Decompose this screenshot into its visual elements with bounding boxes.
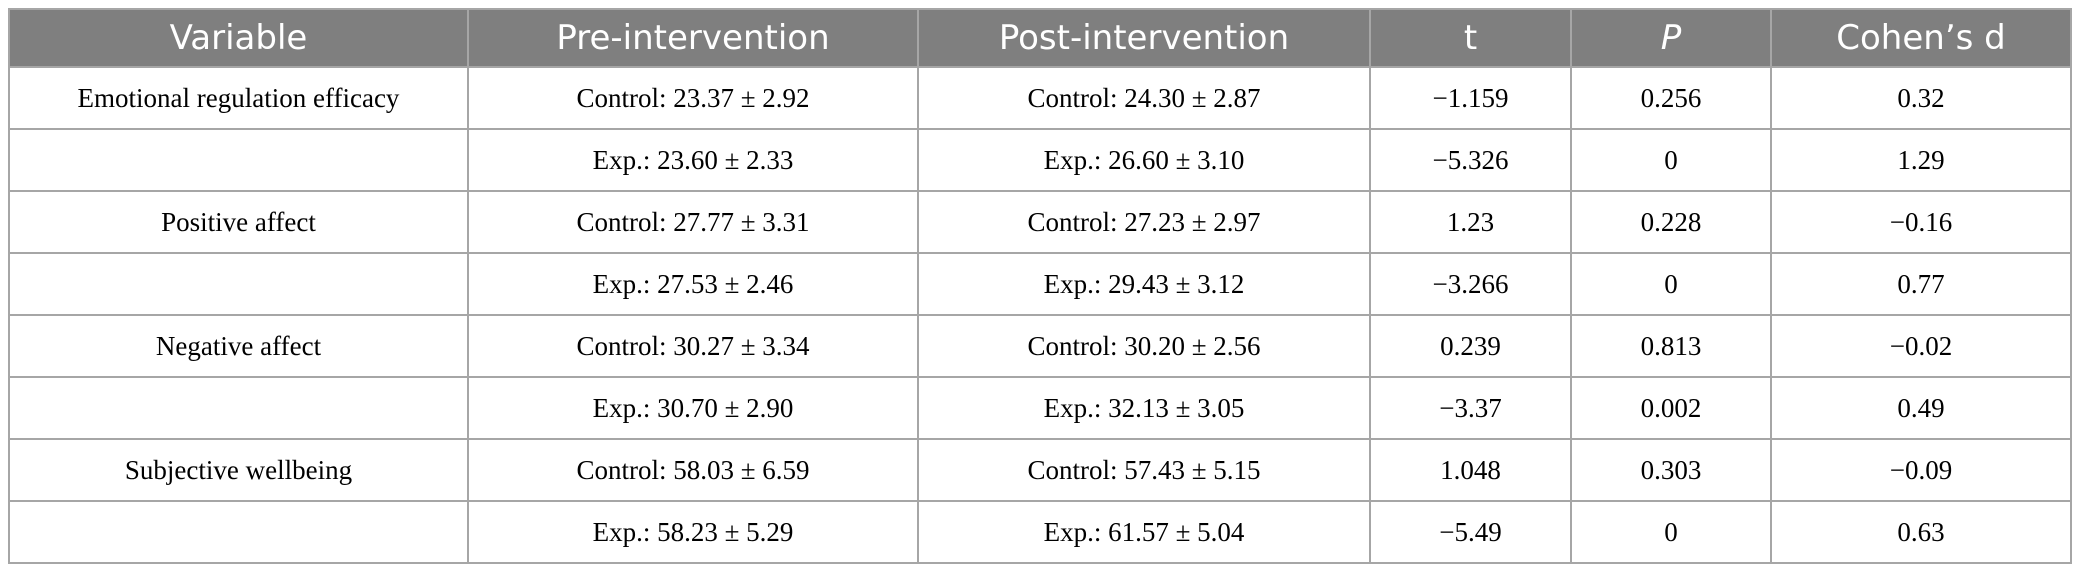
cell-t: −5.49 bbox=[1369, 500, 1572, 564]
cell-post: Exp.: 32.13 ± 3.05 bbox=[917, 376, 1371, 440]
cell-variable: Subjective wellbeing bbox=[8, 438, 469, 502]
cell-cohens-d: 0.77 bbox=[1770, 252, 2072, 316]
cell-cohens-d: −0.09 bbox=[1770, 438, 2072, 502]
header-t: t bbox=[1369, 8, 1572, 68]
table-header: Variable Pre-intervention Post-intervent… bbox=[8, 8, 2072, 68]
cell-cohens-d: 0.32 bbox=[1770, 66, 2072, 130]
cell-pre: Exp.: 23.60 ± 2.33 bbox=[467, 128, 919, 192]
header-pre-intervention: Pre-intervention bbox=[467, 8, 919, 68]
cell-pre: Control: 30.27 ± 3.34 bbox=[467, 314, 919, 378]
cell-pre: Exp.: 30.70 ± 2.90 bbox=[467, 376, 919, 440]
cell-t: 1.23 bbox=[1369, 190, 1572, 254]
cell-post: Control: 30.20 ± 2.56 bbox=[917, 314, 1371, 378]
cell-p: 0.813 bbox=[1570, 314, 1772, 378]
cell-p: 0 bbox=[1570, 252, 1772, 316]
cell-pre: Control: 27.77 ± 3.31 bbox=[467, 190, 919, 254]
cell-variable bbox=[8, 500, 469, 564]
cell-t: −5.326 bbox=[1369, 128, 1572, 192]
table-row: Positive affect Control: 27.77 ± 3.31 Co… bbox=[8, 190, 2072, 254]
table-row: Exp.: 58.23 ± 5.29 Exp.: 61.57 ± 5.04 −5… bbox=[8, 500, 2072, 564]
cell-cohens-d: 1.29 bbox=[1770, 128, 2072, 192]
cell-variable bbox=[8, 128, 469, 192]
cell-variable: Emotional regulation efficacy bbox=[8, 66, 469, 130]
header-cohens-d: Cohen’s d bbox=[1770, 8, 2072, 68]
cell-cohens-d: −0.16 bbox=[1770, 190, 2072, 254]
table-row: Exp.: 27.53 ± 2.46 Exp.: 29.43 ± 3.12 −3… bbox=[8, 252, 2072, 316]
cell-p: 0.002 bbox=[1570, 376, 1772, 440]
cell-post: Control: 57.43 ± 5.15 bbox=[917, 438, 1371, 502]
table-row: Emotional regulation efficacy Control: 2… bbox=[8, 66, 2072, 130]
cell-cohens-d: 0.49 bbox=[1770, 376, 2072, 440]
results-table-container: Variable Pre-intervention Post-intervent… bbox=[8, 8, 2072, 564]
cell-pre: Control: 23.37 ± 2.92 bbox=[467, 66, 919, 130]
results-table: Variable Pre-intervention Post-intervent… bbox=[8, 8, 2072, 564]
cell-pre: Exp.: 58.23 ± 5.29 bbox=[467, 500, 919, 564]
cell-post: Control: 24.30 ± 2.87 bbox=[917, 66, 1371, 130]
cell-p: 0.256 bbox=[1570, 66, 1772, 130]
cell-cohens-d: 0.63 bbox=[1770, 500, 2072, 564]
table-row: Exp.: 30.70 ± 2.90 Exp.: 32.13 ± 3.05 −3… bbox=[8, 376, 2072, 440]
cell-variable bbox=[8, 252, 469, 316]
cell-post: Exp.: 29.43 ± 3.12 bbox=[917, 252, 1371, 316]
cell-post: Control: 27.23 ± 2.97 bbox=[917, 190, 1371, 254]
cell-t: 0.239 bbox=[1369, 314, 1572, 378]
cell-cohens-d: −0.02 bbox=[1770, 314, 2072, 378]
cell-post: Exp.: 61.57 ± 5.04 bbox=[917, 500, 1371, 564]
cell-variable: Positive affect bbox=[8, 190, 469, 254]
header-p: P bbox=[1570, 8, 1772, 68]
header-post-intervention: Post-intervention bbox=[917, 8, 1371, 68]
cell-variable: Negative affect bbox=[8, 314, 469, 378]
cell-pre: Control: 58.03 ± 6.59 bbox=[467, 438, 919, 502]
cell-p: 0.303 bbox=[1570, 438, 1772, 502]
table-row: Exp.: 23.60 ± 2.33 Exp.: 26.60 ± 3.10 −5… bbox=[8, 128, 2072, 192]
cell-post: Exp.: 26.60 ± 3.10 bbox=[917, 128, 1371, 192]
table-row: Negative affect Control: 30.27 ± 3.34 Co… bbox=[8, 314, 2072, 378]
header-variable: Variable bbox=[8, 8, 469, 68]
table-body: Emotional regulation efficacy Control: 2… bbox=[8, 66, 2072, 564]
cell-variable bbox=[8, 376, 469, 440]
cell-pre: Exp.: 27.53 ± 2.46 bbox=[467, 252, 919, 316]
cell-t: −1.159 bbox=[1369, 66, 1572, 130]
header-row: Variable Pre-intervention Post-intervent… bbox=[8, 8, 2072, 68]
table-row: Subjective wellbeing Control: 58.03 ± 6.… bbox=[8, 438, 2072, 502]
cell-t: −3.266 bbox=[1369, 252, 1572, 316]
cell-p: 0 bbox=[1570, 128, 1772, 192]
cell-p: 0 bbox=[1570, 500, 1772, 564]
cell-p: 0.228 bbox=[1570, 190, 1772, 254]
cell-t: −3.37 bbox=[1369, 376, 1572, 440]
cell-t: 1.048 bbox=[1369, 438, 1572, 502]
